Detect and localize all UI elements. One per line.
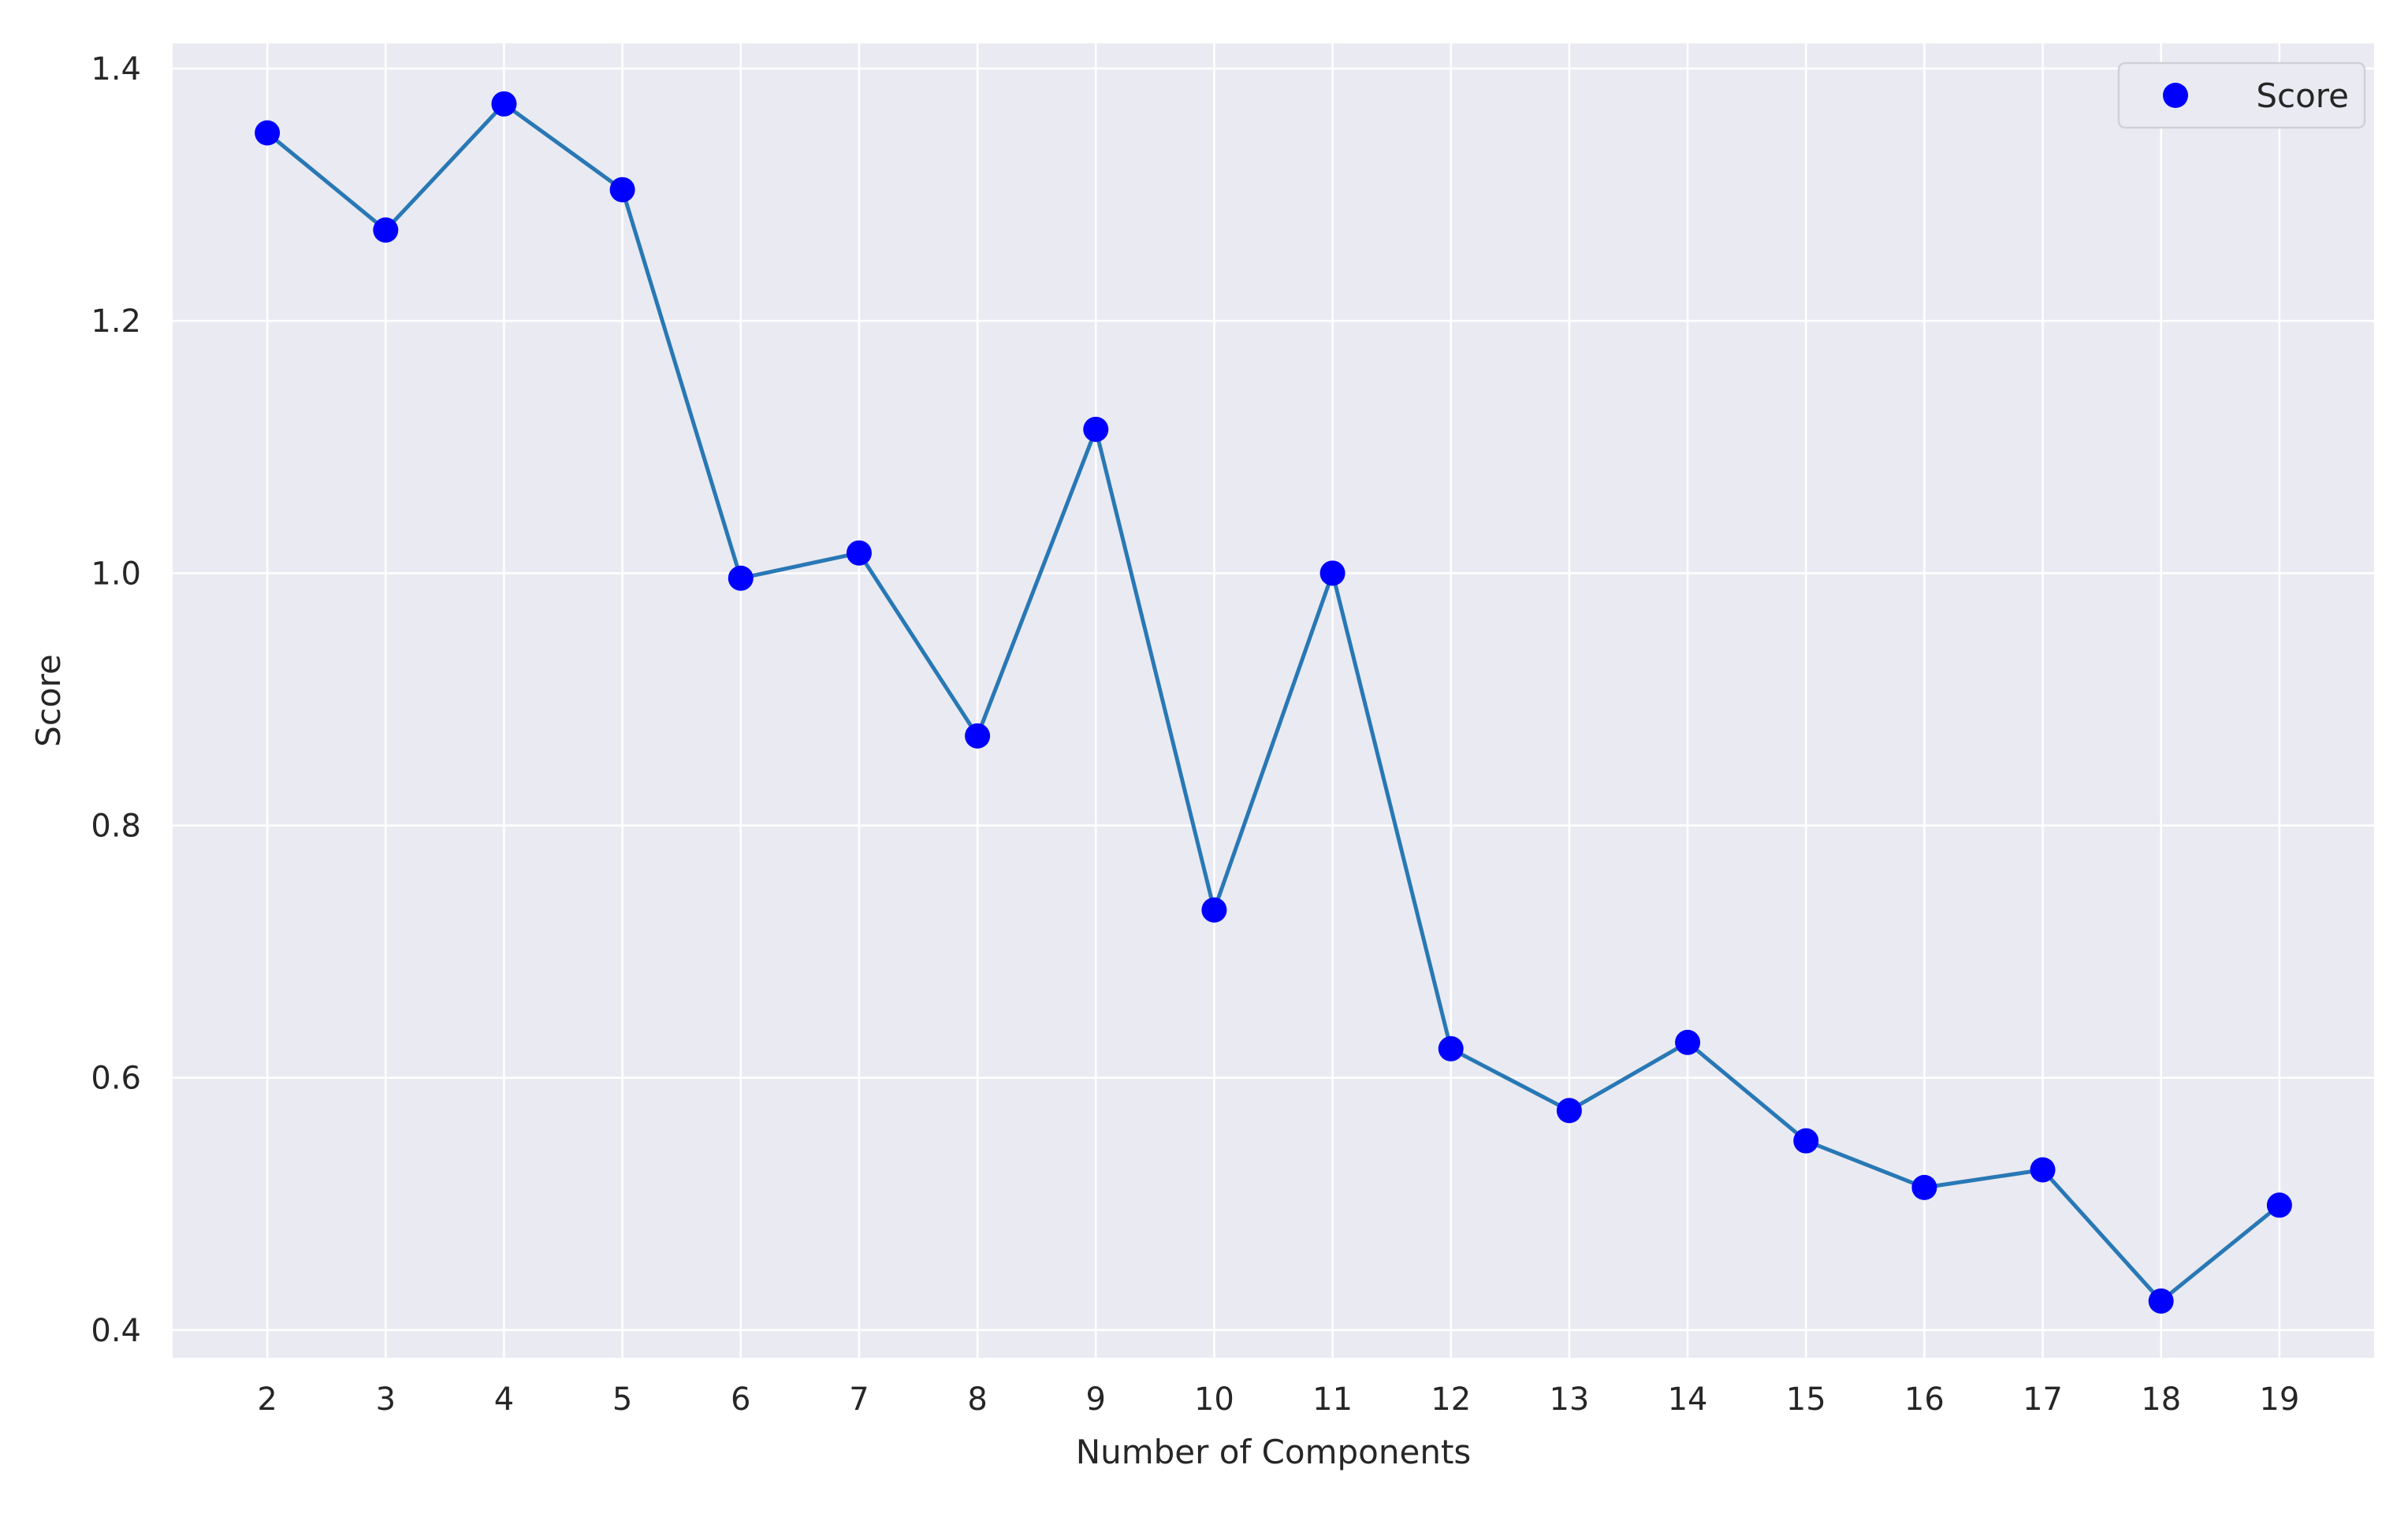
x-tick-label: 12 (1431, 1381, 1471, 1418)
x-tick-label: 10 (1194, 1381, 1234, 1418)
y-axis-label: Score (29, 654, 68, 747)
x-axis-ticks: 2 3 4 5 6 7 8 9 10 11 12 13 14 15 16 17 18 19 (257, 1381, 2299, 1418)
x-tick-label: 5 (612, 1381, 632, 1418)
legend: Score (2117, 61, 2366, 129)
data-point (1083, 416, 1109, 442)
data-point (1319, 560, 1345, 586)
x-tick-label: 11 (1312, 1381, 1353, 1418)
data-point (373, 217, 399, 243)
data-point (846, 540, 872, 566)
data-point (2266, 1192, 2292, 1218)
data-point (2030, 1157, 2056, 1183)
data-point (1438, 1036, 1464, 1062)
x-tick-label: 18 (2141, 1381, 2181, 1418)
x-tick-label: 19 (2259, 1381, 2299, 1418)
plot-area (173, 43, 2374, 1358)
x-tick-label: 7 (849, 1381, 869, 1418)
x-tick-label: 13 (1549, 1381, 1589, 1418)
series-line (266, 102, 2281, 1303)
x-tick-label: 8 (967, 1381, 987, 1418)
y-tick-label: 0.8 (91, 808, 141, 844)
x-tick-label: 4 (494, 1381, 514, 1418)
y-tick-label: 1.4 (91, 51, 141, 87)
x-tick-label: 6 (731, 1381, 750, 1418)
x-tick-label: 16 (1904, 1381, 1945, 1418)
series-layer (255, 91, 2292, 1314)
x-tick-label: 17 (2023, 1381, 2063, 1418)
y-axis-ticks: 0.4 0.6 0.8 1.0 1.2 1.4 (91, 51, 141, 1349)
data-point (1556, 1098, 1582, 1124)
data-point (1675, 1029, 1701, 1055)
x-tick-label: 9 (1086, 1381, 1106, 1418)
data-point (609, 177, 635, 203)
data-point (491, 91, 517, 117)
x-tick-label: 2 (257, 1381, 277, 1418)
data-point (1201, 897, 1227, 923)
data-point (2148, 1288, 2174, 1314)
legend-label: Score (2256, 76, 2349, 115)
data-point (1911, 1174, 1937, 1200)
y-tick-label: 0.6 (91, 1061, 141, 1097)
legend-box (2117, 61, 2366, 129)
x-tick-label: 15 (1786, 1381, 1826, 1418)
data-point (965, 723, 991, 749)
x-axis-label: Number of Components (1076, 1433, 1472, 1471)
y-tick-label: 1.0 (91, 556, 141, 592)
x-tick-label: 3 (376, 1381, 396, 1418)
data-point (1793, 1128, 1819, 1154)
data-point (728, 565, 754, 591)
x-tick-label: 14 (1668, 1381, 1708, 1418)
data-point (255, 120, 281, 146)
y-tick-label: 1.2 (91, 303, 141, 340)
legend-marker (2163, 83, 2188, 108)
y-tick-label: 0.4 (91, 1313, 141, 1349)
